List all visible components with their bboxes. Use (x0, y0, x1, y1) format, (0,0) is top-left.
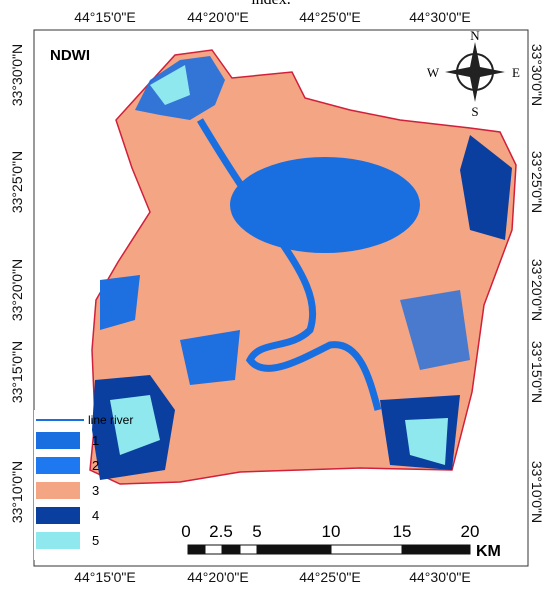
right-coord: 33°30'0"N (529, 44, 542, 106)
left-coord: 33°20'0"N (9, 259, 25, 321)
legend-swatch (36, 507, 80, 524)
left-coord: 33°25'0"N (9, 151, 25, 213)
scale-segment (257, 545, 331, 554)
scale-label: 5 (252, 522, 261, 541)
caption: index. (251, 0, 291, 8)
bottom-coord: 44°15'0"E (74, 569, 136, 585)
scale-label: 20 (461, 522, 480, 541)
bottom-coord: 44°30'0"E (409, 569, 471, 585)
legend-label: 2 (92, 458, 99, 473)
legend-label: 5 (92, 533, 99, 548)
right-coord: 33°25'0"N (529, 151, 542, 213)
scale-segment (331, 545, 402, 554)
right-coord: 33°15'0"N (529, 341, 542, 403)
left-coord: 33°10'0"N (9, 461, 25, 523)
scale-unit: KM (476, 543, 501, 560)
top-coord: 44°25'0"E (299, 9, 361, 25)
scale-label: 0 (181, 522, 190, 541)
compass-n: N (470, 28, 480, 43)
scale-segment (222, 545, 240, 554)
legend-swatch (36, 432, 80, 449)
scale-label: 15 (393, 522, 412, 541)
top-coord: 44°15'0"E (74, 9, 136, 25)
compass-s: S (471, 104, 478, 119)
left-coord: 33°30'0"N (9, 44, 25, 106)
scale-segment (205, 545, 222, 554)
compass-e: E (512, 65, 520, 80)
top-coord: 44°30'0"E (409, 9, 471, 25)
bottom-coord: 44°25'0"E (299, 569, 361, 585)
map-title: NDWI (50, 47, 90, 64)
legend-swatch (36, 532, 80, 549)
map: index. NDWI N S E W line river 1 2 3 4 5 0 2.… (0, 0, 542, 587)
bottom-coord: 44°20'0"E (187, 569, 249, 585)
page: {"caption": "index.", "title": "NDWI", "… (0, 0, 542, 592)
scale-segment (240, 545, 257, 554)
legend-swatch (36, 457, 80, 474)
legend-label: 4 (92, 508, 99, 523)
legend-label: 1 (92, 433, 99, 448)
scale-segment (188, 545, 205, 554)
left-coord: 33°15'0"N (9, 341, 25, 403)
legend-river-label: line river (88, 413, 133, 427)
right-coord: 33°20'0"N (529, 259, 542, 321)
scale-label: 10 (322, 522, 341, 541)
compass-w: W (427, 65, 440, 80)
right-coord: 33°10'0"N (529, 461, 542, 523)
legend-swatch (36, 482, 80, 499)
scale-label: 2.5 (209, 522, 233, 541)
top-coord: 44°20'0"E (187, 9, 249, 25)
scale-segment (402, 545, 470, 554)
legend-label: 3 (92, 483, 99, 498)
